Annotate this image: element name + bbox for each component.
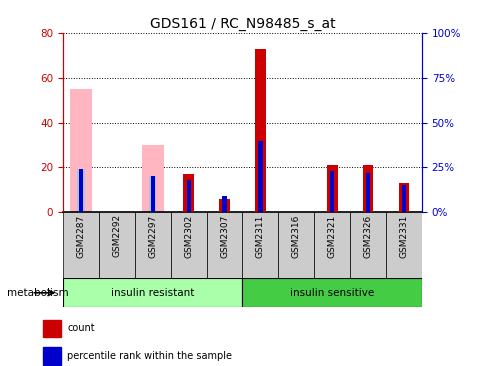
Text: GSM2326: GSM2326 (363, 214, 372, 258)
Text: GSM2297: GSM2297 (148, 214, 157, 258)
Bar (70, 89, 91, 212)
Bar (63, 212, 99, 278)
Bar (186, 180, 190, 212)
Text: GSM2321: GSM2321 (327, 214, 336, 258)
Bar (43, 347, 61, 365)
Bar (63, 278, 242, 307)
Bar (135, 212, 170, 278)
Bar (330, 171, 333, 212)
Text: metabolism: metabolism (7, 288, 69, 298)
Bar (206, 212, 242, 278)
Bar (149, 176, 156, 212)
Bar (326, 165, 337, 212)
Text: GSM2287: GSM2287 (76, 214, 85, 258)
Text: percentile rank within the sample: percentile rank within the sample (67, 351, 232, 361)
Text: insulin resistant: insulin resistant (111, 288, 194, 298)
Bar (99, 212, 135, 278)
Bar (43, 320, 61, 337)
Bar (219, 199, 229, 212)
Bar (401, 186, 405, 212)
Bar (278, 212, 314, 278)
Bar (258, 141, 262, 212)
Bar (242, 278, 421, 307)
Bar (142, 145, 163, 212)
Bar (362, 165, 373, 212)
Bar (365, 173, 369, 212)
Text: count: count (67, 324, 95, 333)
Bar (183, 174, 194, 212)
Text: GSM2316: GSM2316 (291, 214, 300, 258)
Bar (385, 212, 421, 278)
Text: GSM2331: GSM2331 (399, 214, 408, 258)
Title: GDS161 / RC_N98485_s_at: GDS161 / RC_N98485_s_at (150, 16, 334, 30)
Bar (349, 212, 385, 278)
Text: GSM2302: GSM2302 (184, 214, 193, 258)
Bar (242, 212, 278, 278)
Bar (79, 169, 83, 212)
Bar (151, 176, 154, 212)
Text: GSM2292: GSM2292 (112, 214, 121, 257)
Bar (398, 183, 408, 212)
Text: GSM2307: GSM2307 (220, 214, 228, 258)
Text: GSM2311: GSM2311 (256, 214, 264, 258)
Bar (255, 49, 265, 212)
Text: insulin sensitive: insulin sensitive (289, 288, 374, 298)
Bar (222, 196, 226, 212)
Bar (170, 212, 206, 278)
Bar (314, 212, 349, 278)
Bar (77, 169, 84, 212)
